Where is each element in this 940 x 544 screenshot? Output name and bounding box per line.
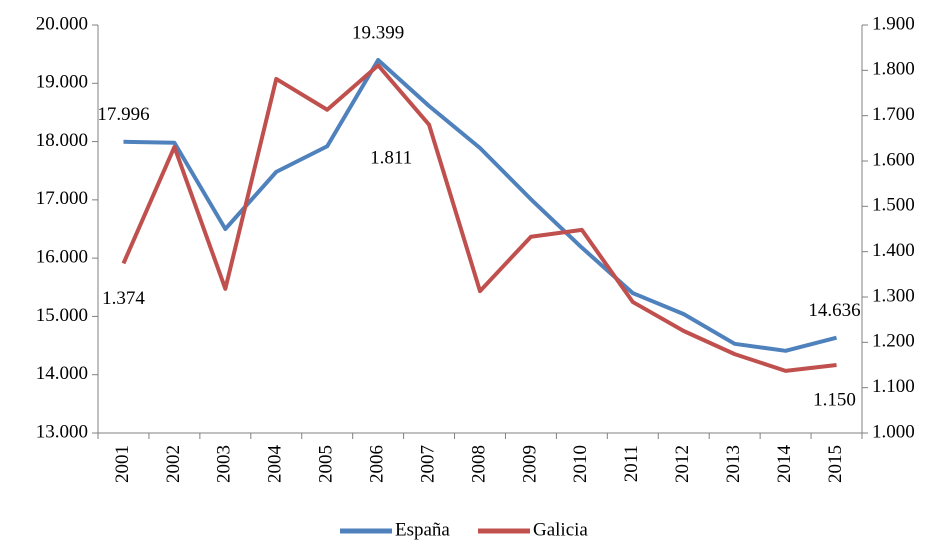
x-tick-label: 2001 [112,445,133,483]
x-tick-label: 2002 [163,445,184,483]
x-tick-label: 2007 [417,445,438,483]
line-series [123,58,838,353]
y2-tick-label: 1.100 [872,376,915,397]
x-tick-label: 2013 [723,445,744,483]
x-tick-label: 2012 [672,445,693,483]
data-label: 1.811 [370,148,412,169]
x-tick-label: 2006 [366,445,387,483]
y-tick-label: 14.000 [36,363,88,384]
x-tick-label: 2011 [621,445,642,482]
line-series [121,63,837,373]
data-label: 1.374 [102,288,145,309]
data-label: 19.399 [352,22,404,43]
legend-label: Galicia [533,519,588,540]
y2-tick-label: 1.700 [872,104,915,125]
x-tick-label: 2008 [468,445,489,483]
y2-tick-label: 1.400 [872,240,915,261]
y2-tick-label: 1.500 [872,195,915,216]
x-tick-label: 2014 [774,445,795,484]
y-tick-label: 15.000 [36,305,88,326]
y-tick-label: 16.000 [36,247,88,268]
data-label: 14.636 [808,300,860,321]
data-label: 1.150 [813,389,856,410]
legend-label: España [395,519,450,540]
y2-tick-label: 1.600 [872,149,915,170]
data-label: 17.996 [97,104,149,125]
y2-tick-label: 1.200 [872,331,915,352]
y2-tick-label: 1.000 [872,421,915,442]
x-tick-label: 2005 [316,445,337,483]
x-tick-label: 2009 [519,445,540,483]
y2-tick-label: 1.900 [872,13,915,34]
x-tick-label: 2004 [265,445,286,484]
x-tick-label: 2015 [825,445,846,483]
y-tick-label: 18.000 [36,130,88,151]
y-tick-label: 20.000 [36,13,88,34]
y2-tick-label: 1.300 [872,285,915,306]
y-tick-label: 13.000 [36,421,88,442]
y-tick-label: 17.000 [36,188,88,209]
x-tick-label: 2003 [214,445,235,483]
x-tick-label: 2010 [570,445,591,483]
y2-tick-label: 1.800 [872,59,915,80]
y-tick-label: 19.000 [36,72,88,93]
